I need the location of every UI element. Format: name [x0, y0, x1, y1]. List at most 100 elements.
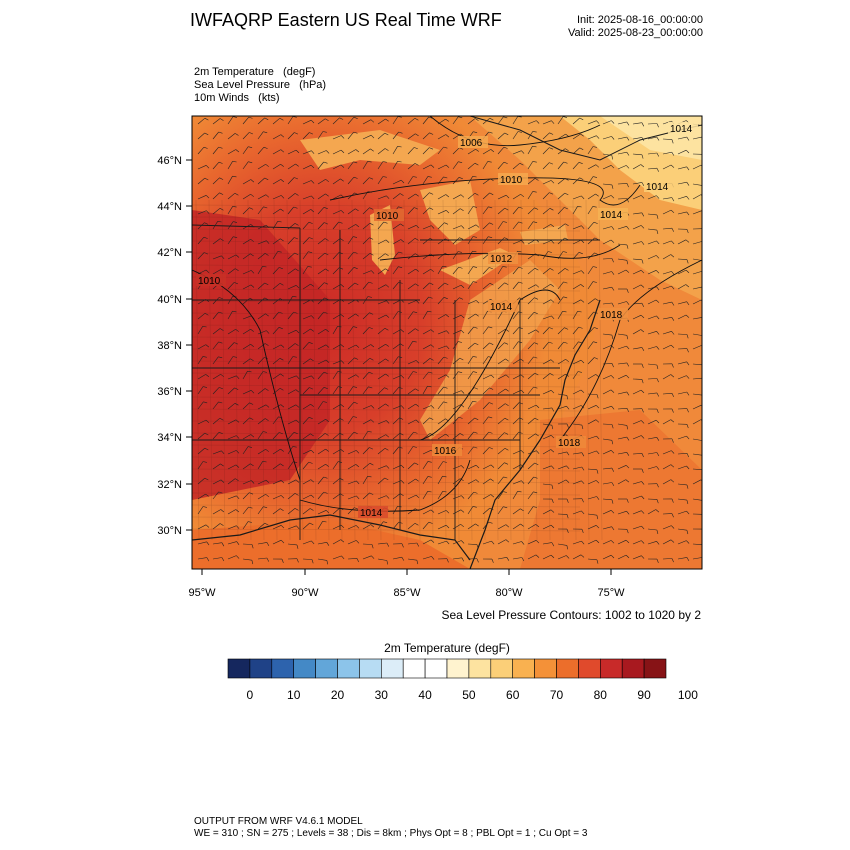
wind-barb-flag [566, 528, 569, 534]
wind-barb-shaft [272, 179, 281, 185]
wind-barb-shaft [242, 193, 251, 200]
wind-barb-shaft [467, 206, 474, 215]
wind-barb-shaft [662, 138, 673, 140]
wind-barb-shaft [392, 356, 399, 365]
wind-barb-flag [565, 133, 569, 137]
wind-barb-shaft [407, 478, 416, 485]
wind-barb-shaft [287, 268, 296, 275]
wind-barb-flag [611, 271, 615, 275]
wind-barb-shaft [272, 251, 279, 260]
wind-barb-flag [504, 132, 509, 136]
wind-barb-shaft [242, 358, 251, 365]
wind-barb-shaft [662, 344, 672, 350]
wind-barb-flag [686, 435, 690, 440]
wind-barb-shaft [497, 194, 507, 200]
wind-barb-shaft [302, 222, 310, 230]
wind-barb-shaft [377, 132, 385, 140]
variable-list: 2m Temperature (degF) Sea Level Pressure… [194, 66, 326, 105]
wind-barb-flag [592, 266, 597, 268]
wind-barb-shaft [467, 148, 476, 155]
wind-barb-flag [339, 267, 344, 270]
wind-barb-flag [640, 164, 645, 168]
wind-barb-shaft [542, 180, 552, 185]
wind-barb-flag [641, 154, 644, 159]
wind-barb-shaft [572, 311, 578, 320]
wind-barb-shaft [512, 240, 522, 245]
wind-barb-shaft [407, 542, 417, 545]
wind-barb-flag [686, 196, 690, 200]
wind-barb-flag [427, 491, 432, 493]
wind-barb-flag [235, 329, 239, 332]
wind-barb-flag [534, 372, 539, 376]
wind-barb-shaft [632, 314, 642, 320]
wind-barb-flag [233, 116, 238, 118]
wind-barb-shaft [542, 542, 552, 545]
wind-barb-shaft [602, 239, 612, 245]
wind-barb-flag [400, 493, 404, 497]
wind-barb-flag [415, 268, 419, 272]
wind-barb-flag [401, 480, 405, 484]
wind-barb-flag [550, 509, 555, 513]
wind-barb-flag [596, 496, 600, 500]
wind-barb-shaft [632, 284, 642, 290]
wind-barb-shaft [392, 281, 400, 290]
wind-barb-shaft [377, 542, 387, 545]
wind-barb-flag [293, 206, 298, 209]
wind-barb-shaft [257, 297, 265, 305]
wind-barb-flag [580, 389, 585, 393]
wind-barb-shaft [452, 266, 460, 275]
wind-barb-shaft [212, 509, 221, 515]
wind-barb-flag [534, 178, 539, 181]
wind-barb-shaft [197, 557, 207, 560]
county-line [481, 199, 486, 541]
wind-barb-flag [518, 311, 523, 314]
wind-barb-flag [308, 461, 313, 464]
wind-barb-shaft [527, 221, 534, 230]
wind-barb-flag [685, 239, 690, 243]
wind-barb-shaft [437, 146, 444, 155]
wind-barb-flag [250, 434, 255, 438]
wind-barb-flag [595, 164, 600, 168]
wind-barb-shaft [692, 210, 702, 215]
wind-barb-shaft [407, 388, 416, 395]
wind-barb-shaft [392, 464, 402, 470]
wind-barb-flag [596, 515, 599, 520]
wind-barb-shaft [692, 299, 702, 305]
wind-barb-flag [551, 425, 554, 430]
wind-barb-flag [431, 225, 435, 229]
wind-barb-flag [307, 266, 312, 268]
wind-barb-flag [294, 237, 299, 240]
wind-barb-flag [550, 554, 555, 559]
wind-barb-flag [323, 476, 328, 479]
wind-barb-flag [427, 310, 432, 313]
wind-barb-shaft [482, 222, 490, 230]
wind-barb-shaft [332, 371, 339, 380]
pressure-label: 1010 [498, 173, 528, 186]
wind-barb-shaft [257, 117, 265, 125]
wind-barb-shaft [572, 423, 582, 426]
wind-barb-flag [581, 540, 585, 545]
wind-barb-shaft [407, 419, 417, 425]
wind-barb-shaft [242, 434, 251, 440]
wind-barb-shaft [197, 386, 204, 395]
colorbar-swatch [293, 658, 316, 679]
wind-barb-flag [370, 419, 375, 423]
wind-barb-shaft [677, 211, 687, 215]
wind-barb-flag [534, 267, 539, 271]
wind-barb-shaft [362, 476, 368, 485]
hot-core-region [192, 210, 330, 500]
wind-barb-shaft [227, 221, 234, 230]
wind-barb-shaft [302, 558, 313, 560]
wind-barb-shaft [332, 555, 342, 560]
colorbar-tick-label: 0 [247, 688, 254, 702]
wind-barb-shaft [467, 523, 476, 530]
wind-barb-flag [535, 554, 540, 558]
wind-barb-flag [580, 133, 584, 137]
wind-barb-shaft [452, 330, 462, 335]
wind-barb-shaft [227, 342, 235, 350]
wind-barb-flag [324, 297, 329, 300]
wind-barb-shaft [377, 314, 387, 320]
wind-barb-shaft [212, 432, 220, 440]
wind-barb-flag [220, 238, 224, 242]
wind-barb-shaft [572, 225, 582, 230]
